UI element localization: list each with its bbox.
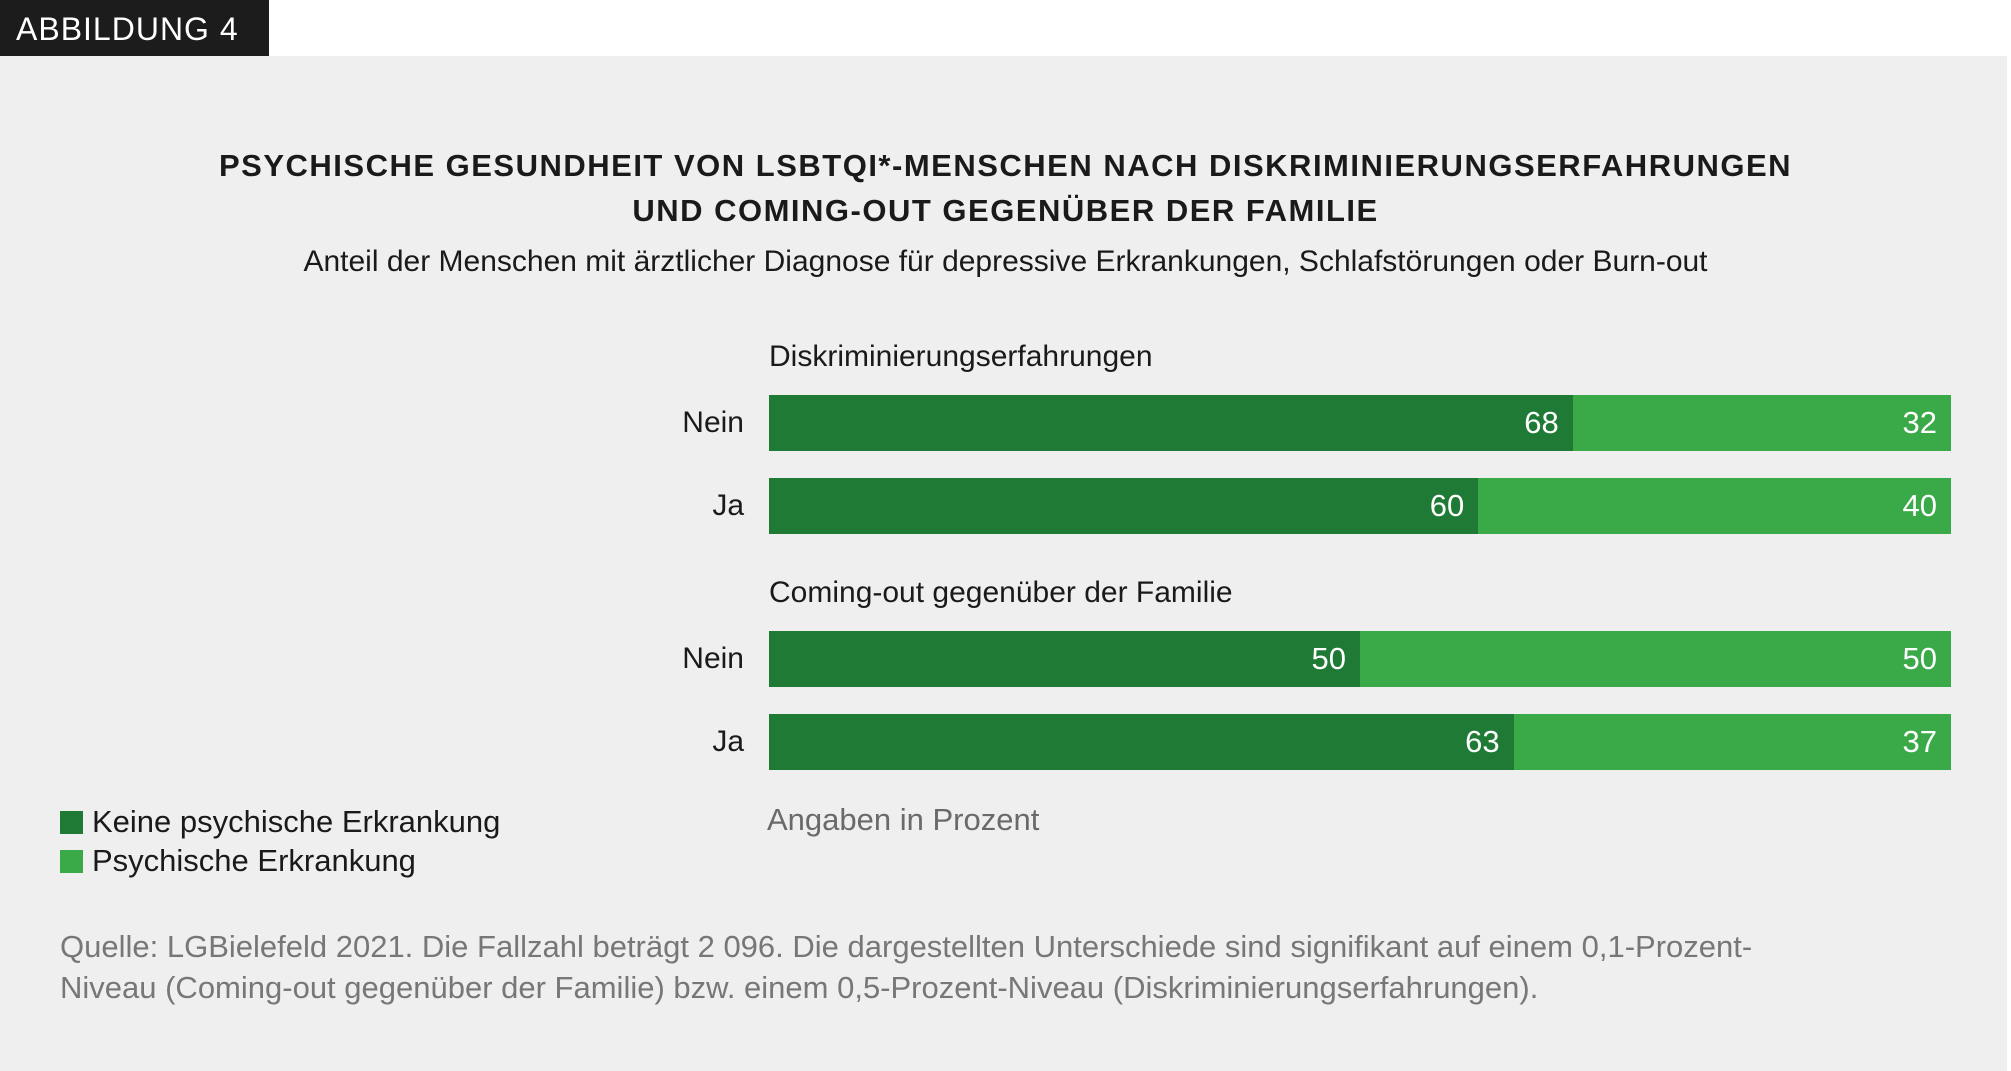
data-label: 37	[1902, 724, 1937, 759]
source-line: Quelle: LGBielefeld 2021. Die Fallzahl b…	[60, 929, 1753, 964]
row-label: Nein	[682, 642, 744, 675]
bar-row: 68 32	[769, 395, 1951, 451]
figure-tag: ABBILDUNG 4	[0, 0, 269, 56]
legend-label: Psychische Erkrankung	[92, 843, 416, 878]
bar-segment-no-illness: 50	[769, 631, 1360, 687]
bar-segment-illness: 37	[1513, 714, 1951, 770]
data-label: 50	[1311, 641, 1346, 676]
bar-row: 63 37	[769, 714, 1951, 770]
group-label-discrimination: Diskriminierungserfahrungen	[769, 340, 1153, 373]
chart-title-line2: UND COMING-OUT GEGENÜBER DER FAMILIE	[632, 193, 1379, 228]
bar-segment-illness: 40	[1478, 478, 1951, 534]
data-label: 50	[1902, 641, 1937, 676]
unit-note: Angaben in Prozent	[767, 802, 1040, 837]
bar-row: 60 40	[769, 478, 1951, 534]
legend-swatch-dark	[60, 810, 83, 834]
data-label: 60	[1429, 488, 1465, 523]
legend-item-illness: Psychische Erkrankung	[60, 843, 416, 879]
chart-panel	[0, 56, 2007, 1071]
source-note: Quelle: LGBielefeld 2021. Die Fallzahl b…	[60, 926, 1980, 1008]
bar-segment-illness: 50	[1360, 631, 1951, 687]
bar-segment-no-illness: 60	[769, 478, 1479, 534]
bar-segment-no-illness: 63	[769, 714, 1514, 770]
source-line: Niveau (Coming-out gegenüber der Familie…	[60, 970, 1539, 1005]
data-label: 68	[1524, 405, 1559, 440]
legend-item-no-illness: Keine psychische Erkrankung	[60, 804, 500, 840]
chart-title-line1: PSYCHISCHE GESUNDHEIT VON LSBTQI*-MENSCH…	[218, 148, 1793, 183]
bar-segment-illness: 32	[1572, 395, 1951, 451]
data-label: 40	[1902, 488, 1937, 523]
bar-row: 50 50	[769, 631, 1951, 687]
row-label: Nein	[682, 406, 744, 439]
group-label-coming-out: Coming-out gegenüber der Familie	[769, 576, 1233, 609]
row-label: Ja	[712, 489, 744, 522]
legend-label: Keine psychische Erkrankung	[92, 804, 501, 839]
row-label: Ja	[712, 725, 744, 758]
chart-subtitle: Anteil der Menschen mit ärztlicher Diagn…	[303, 245, 1708, 278]
data-label: 32	[1902, 405, 1937, 440]
bar-segment-no-illness: 68	[769, 395, 1573, 451]
legend-swatch-light	[60, 849, 83, 873]
data-label: 63	[1465, 724, 1500, 759]
